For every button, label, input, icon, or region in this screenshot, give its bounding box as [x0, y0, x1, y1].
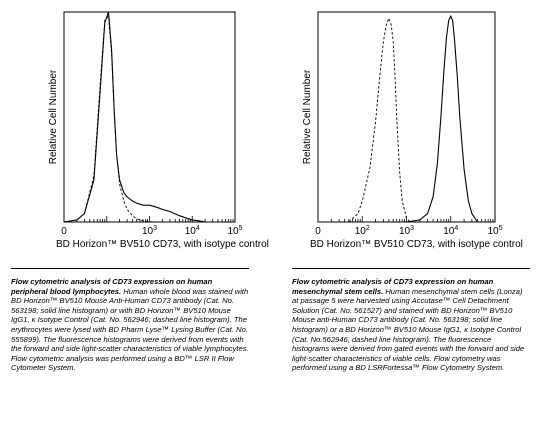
left-series-solid [63, 11, 206, 223]
right-y-axis-title: Relative Cell Number [302, 69, 313, 164]
left-histogram: 0 103 104 105 Relative Cell Number BD Horizon… [48, 11, 269, 250]
right-x-tick-label-3: 104 [443, 225, 458, 237]
right-series-solid [406, 14, 478, 223]
right-caption: Flow cytometric analysis of CD73 express… [292, 277, 530, 373]
left-y-axis-title: Relative Cell Number [48, 69, 59, 164]
right-figure-panel: 0 102 103 104 105 Relative Cell Number BD Hori… [271, 0, 542, 434]
right-caption-title: Flow cytometric analysis of CD73 express… [292, 277, 494, 296]
left-plot-frame [63, 11, 236, 223]
left-x-axis-title: BD Horizon™ BV510 CD73, with isotype con… [56, 239, 269, 250]
left-x-tick-label-0: 0 [61, 226, 67, 237]
right-caption-divider [292, 268, 530, 269]
right-series-dashed [348, 17, 411, 223]
right-x-tick-label-2: 103 [399, 225, 414, 237]
left-caption: Flow cytometric analysis of CD73 express… [11, 277, 249, 373]
right-caption-body: Human mesenchymal stem cells (Lonza) at … [292, 286, 525, 373]
left-caption-divider [11, 268, 249, 269]
right-histogram: 0 102 103 104 105 Relative Cell Number BD Hori… [302, 11, 523, 250]
right-x-axis-title: BD Horizon™ BV510 CD73, with isotype con… [310, 239, 523, 250]
right-x-tick-label-4: 105 [487, 225, 502, 237]
left-x-tick-label-2: 104 [185, 225, 200, 237]
left-caption-title: Flow cytometric analysis of CD73 express… [11, 277, 213, 296]
left-x-tick-label-1: 103 [142, 225, 157, 237]
right-x-tick-label-1: 102 [355, 225, 370, 237]
left-series-dashed [63, 15, 163, 223]
left-caption-body: Human whole blood was stained with BD Ho… [11, 286, 249, 373]
left-x-tick-label-3: 105 [227, 225, 242, 237]
left-figure-panel: 0 103 104 105 Relative Cell Number BD Horizon… [11, 11, 269, 373]
right-x-tick-label-0: 0 [315, 226, 321, 237]
right-plot-frame [317, 11, 496, 223]
